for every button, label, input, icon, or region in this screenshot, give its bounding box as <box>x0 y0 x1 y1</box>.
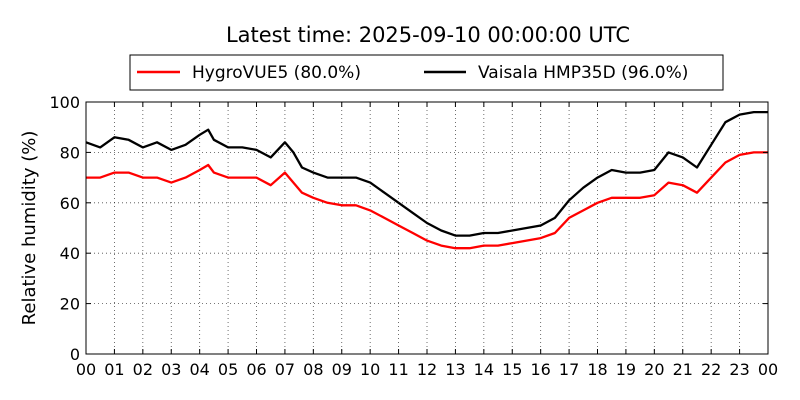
x-tick-label: 12 <box>417 360 437 379</box>
x-tick-label: 17 <box>559 360 579 379</box>
x-tick-label: 08 <box>303 360 323 379</box>
x-tick-label: 18 <box>587 360 607 379</box>
x-tick-label: 02 <box>133 360 153 379</box>
x-tick-label: 15 <box>502 360 522 379</box>
x-tick-label: 21 <box>673 360 693 379</box>
axis-ticks: 00 01 02 03 04 05 06 07 08 09 10 11 12 13 14 15 16 17 18 19… <box>49 93 778 379</box>
x-tick-label: 13 <box>445 360 465 379</box>
x-tick-label: 05 <box>218 360 238 379</box>
y-tick-label: 40 <box>60 244 80 263</box>
x-tick-label: 20 <box>644 360 664 379</box>
y-axis-title: Relative humidity (%) <box>19 131 40 326</box>
x-tick-label: 06 <box>246 360 266 379</box>
legend: HygroVUE5 (80.0%) Vaisala HMP35D (96.0%) <box>129 54 724 91</box>
x-tick-label: 00 <box>758 360 778 379</box>
y-tick-label: 0 <box>70 345 80 364</box>
x-tick-label: 19 <box>616 360 636 379</box>
x-tick-label: 03 <box>161 360 181 379</box>
legend-label-hygrovue5: HygroVUE5 (80.0%) <box>192 63 361 83</box>
y-tick-label: 100 <box>49 93 80 112</box>
plot-frame <box>85 101 769 355</box>
y-tick-label: 20 <box>60 295 80 314</box>
y-tick-label: 80 <box>60 143 80 162</box>
x-tick-label: 11 <box>388 360 408 379</box>
series-line-vaisala <box>85 110 768 237</box>
x-tick-label: 07 <box>275 360 295 379</box>
x-tick-label: 01 <box>104 360 124 379</box>
x-tick-label: 04 <box>189 360 209 379</box>
x-tick-label: 10 <box>360 360 380 379</box>
x-tick-label: 09 <box>332 360 352 379</box>
data-series <box>85 110 768 250</box>
x-tick-label: 14 <box>474 360 494 379</box>
series-line-hygrovue5 <box>86 151 768 250</box>
y-tick-label: 60 <box>60 194 80 213</box>
legend-label-vaisala: Vaisala HMP35D (96.0%) <box>478 63 688 83</box>
x-tick-label: 16 <box>530 360 550 379</box>
x-tick-label: 00 <box>76 360 96 379</box>
grid-lines <box>86 102 768 354</box>
x-tick-label: 22 <box>701 360 721 379</box>
x-tick-label: 23 <box>729 360 749 379</box>
chart-title: Latest time: 2025-09-10 00:00:00 UTC <box>226 23 630 47</box>
